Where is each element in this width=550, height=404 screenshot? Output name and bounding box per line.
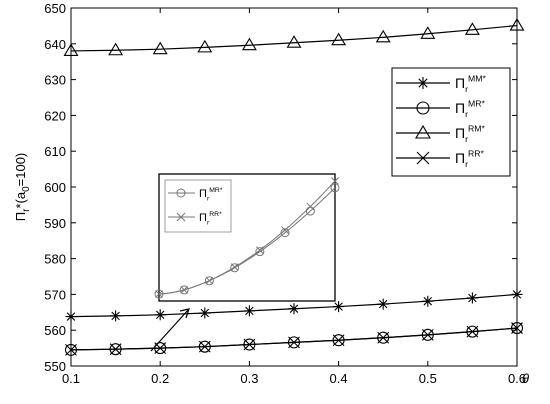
legend-label-RM: ΠrRM* <box>455 124 486 145</box>
x-tick-label: 0.1 <box>62 371 80 386</box>
inset-point-RR <box>306 202 315 211</box>
point-RR <box>198 340 211 353</box>
point-MM <box>65 311 77 323</box>
inset-point-RR <box>155 290 163 298</box>
inset-point-MR <box>230 263 240 273</box>
point-RM <box>286 35 302 48</box>
point-MM <box>333 301 345 313</box>
point-MM <box>511 288 523 300</box>
legend: ΠrMM* ΠrMR* ΠrRM* ΠrRR* <box>391 67 511 177</box>
y-tick-label: 560 <box>44 323 66 338</box>
inset-point-MR <box>179 285 189 295</box>
axis-ticks: 0.1 0.2 0.3 0.4 0.5 0.6 550 560 570 580 590 600 610 6… <box>44 1 526 386</box>
inset: ΠrMR* ΠrRR* <box>154 173 340 302</box>
x-tick-label: 0.3 <box>240 371 258 386</box>
inset-point-RR <box>230 263 239 271</box>
point-RM <box>509 17 525 31</box>
inset-point-MR <box>330 183 340 193</box>
inset-point-MR <box>154 289 164 299</box>
inset-point-RR <box>255 246 264 255</box>
point-RM <box>108 42 124 56</box>
y-tick-label: 600 <box>44 180 66 195</box>
series-line-RR <box>70 327 518 351</box>
inset-point-RR <box>331 177 339 185</box>
point-RR <box>288 336 300 349</box>
y-tick-label: 550 <box>44 359 66 374</box>
point-RR <box>243 338 256 351</box>
legend-label-MM: ΠrMM* <box>455 74 486 95</box>
legend-marker-RM <box>415 124 431 139</box>
y-tick-label: 570 <box>44 287 66 302</box>
point-RR <box>421 328 434 341</box>
inset-point-RR <box>205 276 214 285</box>
series-line-MR <box>70 327 518 351</box>
point-MM <box>288 303 300 315</box>
legend-marker-MR <box>416 101 430 115</box>
x-tick-label: 0.2 <box>151 371 169 386</box>
x-axis-label: θ <box>522 371 529 386</box>
inset-point-RR <box>281 226 289 234</box>
point-MM <box>199 307 211 319</box>
inset-point-MR <box>204 276 214 286</box>
point-RM <box>464 22 480 35</box>
x-tick-label: 0.4 <box>330 371 348 386</box>
inset-legend-label: ΠrMR* <box>199 187 223 202</box>
y-tick-label: 630 <box>44 73 66 88</box>
legend-box <box>391 67 511 177</box>
point-MM <box>422 295 434 307</box>
inset-point-MR <box>255 247 265 257</box>
point-MM <box>466 292 478 304</box>
series-layer <box>63 17 525 356</box>
y-tick-label: 590 <box>44 216 66 231</box>
point-RR <box>65 344 77 356</box>
point-MM <box>377 298 389 310</box>
point-RM <box>331 32 347 46</box>
y-tick-label: 580 <box>44 252 66 267</box>
y-tick-label: 640 <box>44 37 66 52</box>
point-RR <box>109 343 122 356</box>
y-tick-label: 610 <box>44 144 66 159</box>
point-RM <box>375 29 391 43</box>
point-RR <box>332 334 345 347</box>
point-RR <box>511 322 523 334</box>
legend-label-RR: ΠrRR* <box>455 149 485 170</box>
x-tick-label: 0.5 <box>419 371 437 386</box>
inset-arrow <box>150 308 190 352</box>
point-RR <box>377 331 390 344</box>
inset-legend-box <box>164 179 232 233</box>
x-tick-label: 0.6 <box>508 371 526 386</box>
inset-point-MR <box>280 228 290 238</box>
inset-point-RR <box>180 286 189 294</box>
point-RR <box>466 325 479 338</box>
series-line-RM <box>70 24 518 52</box>
point-RM <box>197 39 213 53</box>
y-tick-label: 650 <box>44 1 66 16</box>
point-MM <box>243 305 255 317</box>
point-MM <box>110 310 122 322</box>
point-RM <box>63 43 79 57</box>
point-MM <box>154 309 166 321</box>
legend-marker-MM <box>417 77 429 89</box>
legend-marker-RR <box>416 151 430 165</box>
point-RM <box>420 26 436 39</box>
y-tick-label: 620 <box>44 108 66 123</box>
legend-label-MR: ΠrMR* <box>455 99 486 120</box>
inset-legend-marker <box>176 212 186 222</box>
inset-legend-marker <box>176 188 186 198</box>
y-axis-label: Πr*(a0=100) <box>13 153 32 222</box>
inset-legend-label: ΠrRR* <box>199 211 222 226</box>
point-RM <box>152 41 168 55</box>
point-RM <box>241 37 257 51</box>
